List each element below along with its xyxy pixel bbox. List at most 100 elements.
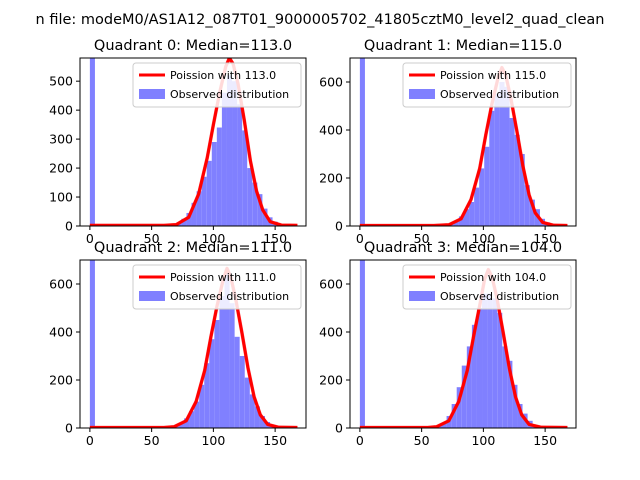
histogram-bar — [458, 216, 464, 226]
legend-bar-swatch — [409, 291, 435, 301]
histogram-bar — [252, 182, 258, 226]
y-tick-label: 0 — [65, 219, 73, 234]
histogram-bars — [359, 58, 551, 226]
histogram-bar — [476, 308, 483, 428]
panel-title: Quadrant 2: Median=111.0 — [94, 240, 292, 256]
y-tick-label: 600 — [319, 277, 343, 292]
histogram-bar — [234, 336, 240, 428]
histogram-bar — [254, 406, 260, 428]
histogram-bar — [181, 218, 187, 226]
y-tick-label: 300 — [49, 132, 73, 147]
y-tick-label: 400 — [49, 325, 73, 340]
x-tick-label: 100 — [471, 231, 495, 246]
histogram-bar — [441, 423, 447, 428]
histogram-bar — [499, 82, 505, 226]
histogram-bar — [469, 202, 475, 226]
histogram-bar — [199, 384, 205, 428]
y-tick-label: 400 — [49, 103, 73, 118]
histogram-bar — [509, 118, 515, 226]
histogram-bar — [507, 360, 513, 428]
histogram-bar — [359, 58, 365, 226]
histogram-bar — [219, 296, 225, 428]
histogram-bar — [514, 134, 520, 226]
histogram-bar — [471, 324, 477, 428]
y-tick-label: 0 — [335, 219, 343, 234]
x-tick-label: 50 — [414, 433, 430, 448]
histogram-bar — [497, 312, 503, 428]
legend-label: Observed distribution — [170, 290, 289, 303]
histogram-bar — [482, 293, 488, 428]
histogram-bar — [479, 168, 485, 226]
histogram-bar — [224, 269, 230, 428]
histogram-bar — [214, 320, 220, 428]
x-tick-label: 0 — [356, 433, 364, 448]
y-tick-label: 600 — [49, 277, 73, 292]
legend-label: Poission with 104.0 — [440, 271, 546, 284]
x-tick-label: 0 — [356, 231, 364, 246]
histogram-bar — [474, 187, 480, 226]
histogram-bar — [524, 185, 530, 226]
quadrant-2-panel: 0 50 100 150 0 200 400 600 Quadrant 2: Median=11… — [49, 240, 307, 448]
histogram-bar — [461, 365, 467, 428]
x-tick-label: 150 — [263, 231, 287, 246]
histogram-bar — [183, 418, 190, 428]
axes-frame — [349, 57, 577, 227]
x-tick-label: 50 — [144, 231, 160, 246]
histogram-bar — [517, 404, 523, 428]
histogram-bar — [244, 377, 250, 428]
histogram-bar — [194, 401, 200, 428]
y-tick-label: 0 — [335, 421, 343, 436]
histogram-bars — [89, 260, 276, 428]
histogram-bar — [502, 346, 508, 428]
histogram-bar — [492, 298, 498, 428]
histogram-bar — [359, 260, 365, 428]
histogram-bar — [466, 346, 472, 428]
y-tick-label: 400 — [319, 123, 343, 138]
y-tick-label: 0 — [65, 421, 73, 436]
y-tick-label: 500 — [49, 74, 73, 89]
x-tick-label: 150 — [533, 433, 557, 448]
legend-label: Poission with 111.0 — [170, 271, 276, 284]
legend-bar-swatch — [409, 89, 435, 99]
x-tick-label: 0 — [86, 231, 94, 246]
legend: Poission with 115.0 Observed distribution — [402, 62, 572, 108]
histogram-bar — [257, 194, 263, 226]
legend-label: Observed distribution — [440, 88, 559, 101]
y-tick-label: 400 — [319, 325, 343, 340]
y-tick-label: 200 — [49, 373, 73, 388]
y-tick-label: 100 — [49, 190, 73, 205]
histogram-bar — [201, 176, 207, 226]
histogram-bar — [196, 191, 202, 226]
figure-suptitle: n file: modeM0/AS1A12_087T01_9000005702_… — [36, 12, 605, 28]
histogram-bars — [359, 260, 538, 428]
y-tick-label: 200 — [319, 171, 343, 186]
x-tick-label: 100 — [201, 231, 225, 246]
histogram-bar — [487, 293, 493, 428]
histogram-bar — [221, 92, 227, 226]
quadrant-3-panel: 0 50 100 150 0 200 400 600 Quadrant 3: Median=10… — [319, 240, 577, 448]
histogram-bar — [211, 142, 217, 226]
histogram-bar — [229, 303, 235, 428]
x-tick-label: 0 — [86, 433, 94, 448]
histogram-bar — [529, 199, 535, 226]
histogram-bar — [262, 208, 268, 226]
histogram-bar — [489, 110, 495, 226]
legend-box — [132, 62, 302, 108]
histogram-bar — [226, 75, 233, 226]
x-tick-label: 100 — [201, 433, 225, 448]
histogram-bar — [89, 260, 95, 428]
legend-box — [402, 62, 572, 108]
y-tick-label: 200 — [49, 161, 73, 176]
legend-box — [132, 264, 302, 310]
histogram-bar — [178, 423, 184, 428]
histogram-bar — [451, 404, 457, 428]
legend-box — [402, 264, 572, 310]
histogram-bar — [456, 387, 462, 428]
legend: Poission with 113.0 Observed distribution — [132, 62, 302, 108]
x-tick-label: 50 — [414, 231, 430, 246]
histogram-bar — [494, 94, 500, 226]
panel-title: Quadrant 1: Median=115.0 — [364, 38, 562, 54]
legend-label: Observed distribution — [170, 88, 289, 101]
histogram-bar — [204, 363, 210, 428]
